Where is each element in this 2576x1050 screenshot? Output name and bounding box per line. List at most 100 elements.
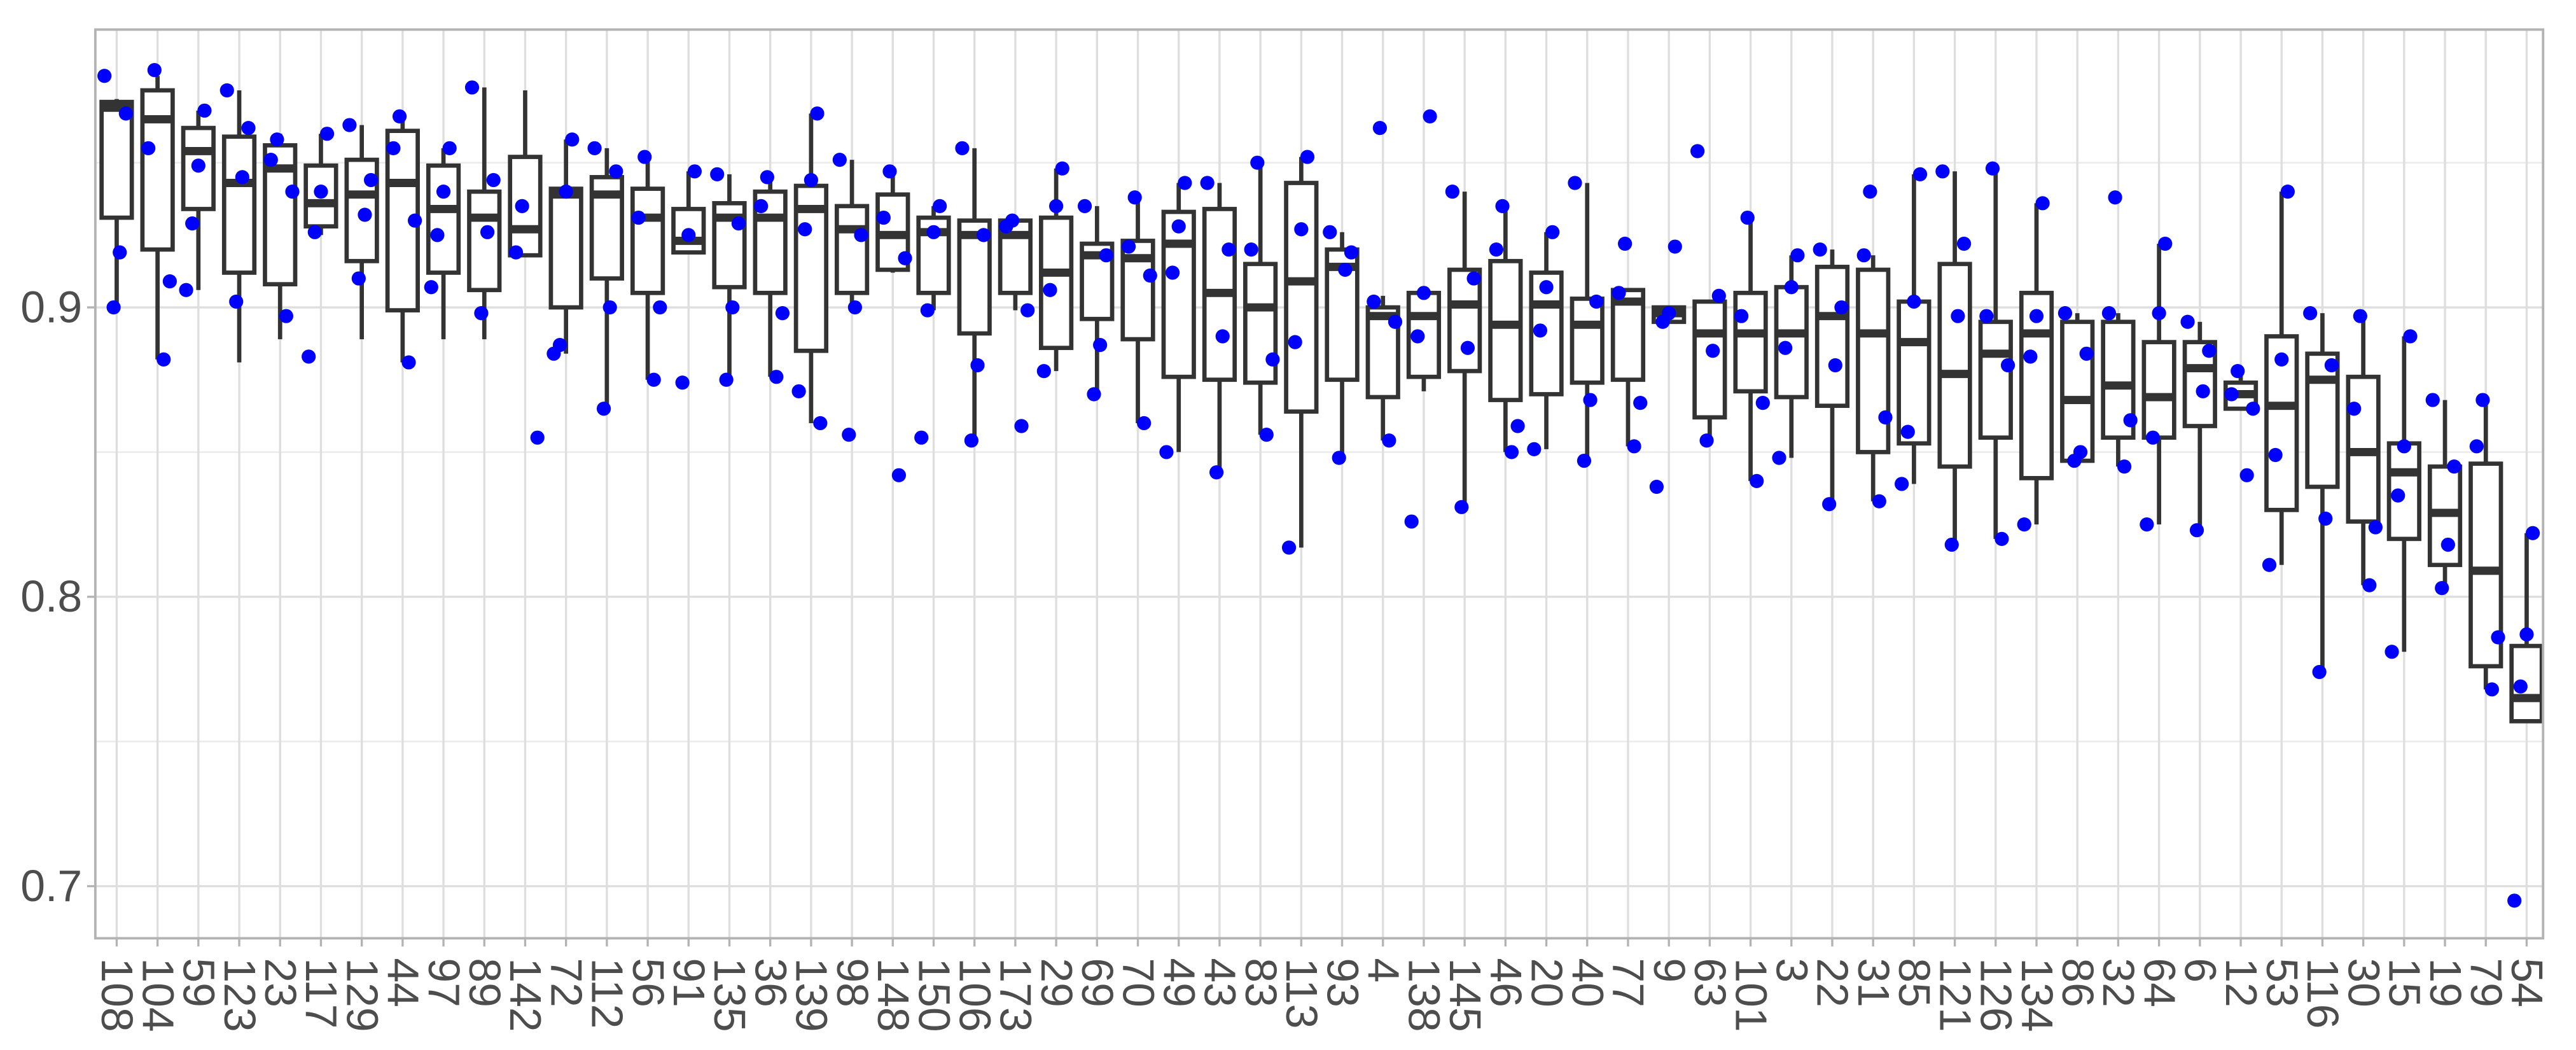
point [1995, 531, 2009, 546]
point [1099, 248, 1113, 263]
point [1813, 242, 1827, 257]
point [2067, 453, 2082, 468]
x-tick-label: 83 [1236, 958, 1286, 1007]
point [1300, 150, 1315, 164]
point [358, 207, 372, 222]
box [2305, 351, 2340, 489]
point [1055, 161, 1069, 176]
point [2224, 387, 2239, 402]
point [314, 185, 328, 199]
x-tick-label: 108 [92, 958, 142, 1032]
point [1200, 176, 1215, 190]
x-tick-label: 19 [2421, 958, 2470, 1007]
point [2123, 413, 2138, 428]
x-tick-label: 70 [1113, 958, 1163, 1007]
point [1382, 433, 1396, 448]
point [2145, 430, 2161, 445]
point [1159, 445, 1174, 459]
point [1372, 120, 1388, 136]
point [430, 228, 445, 242]
point [1036, 363, 1051, 379]
point [2108, 190, 2122, 205]
point [2397, 439, 2411, 454]
point [1740, 210, 1755, 225]
x-tick-label: 31 [1849, 958, 1898, 1007]
point [2140, 517, 2154, 532]
point [480, 225, 495, 239]
point [2023, 349, 2038, 364]
x-tick-label: 3 [1767, 958, 1817, 983]
point [1043, 283, 1057, 297]
point [2274, 352, 2289, 367]
point [810, 106, 825, 121]
point [1944, 537, 1959, 552]
point [515, 199, 529, 213]
x-tick-label: 32 [2094, 958, 2143, 1007]
point [1667, 239, 1682, 254]
point [1495, 199, 1510, 213]
point [1143, 268, 1157, 283]
x-tick-label: 89 [460, 958, 510, 1007]
x-tick-label: 12 [2217, 958, 2266, 1007]
point [754, 199, 769, 213]
point [2057, 306, 2073, 321]
point [2035, 196, 2050, 211]
point [2239, 468, 2254, 482]
x-tick-label: 138 [1400, 958, 1449, 1032]
point [2312, 664, 2327, 680]
point [1014, 419, 1029, 433]
point [1649, 479, 1664, 494]
point [1828, 358, 1842, 373]
box [630, 186, 665, 295]
x-tick-label: 145 [1440, 958, 1490, 1032]
point [1410, 329, 1425, 344]
box [2060, 319, 2095, 463]
x-tick-label: 77 [1604, 958, 1654, 1007]
point [1222, 242, 1236, 257]
point [1294, 222, 1309, 237]
point [1633, 396, 1648, 410]
point [508, 245, 524, 260]
x-tick-label: 59 [174, 958, 224, 1007]
box [793, 183, 828, 353]
point [1583, 393, 1598, 407]
point [1121, 239, 1136, 254]
box [1038, 215, 1074, 351]
point [813, 416, 828, 431]
x-tick-label: 126 [1972, 958, 2021, 1032]
point [2353, 309, 2367, 323]
point [2425, 393, 2440, 407]
point [2362, 578, 2377, 592]
x-tick-label: 98 [828, 958, 877, 1007]
point [2403, 329, 2418, 344]
point [637, 150, 652, 164]
box [548, 186, 583, 310]
point [401, 355, 416, 370]
point [1423, 109, 1437, 124]
point [1755, 396, 1770, 410]
x-tick-label: 23 [256, 958, 305, 1007]
point [1900, 424, 1915, 439]
point [2303, 306, 2318, 321]
point [1250, 155, 1265, 170]
point [1772, 451, 1786, 465]
point [2268, 447, 2283, 463]
point [1951, 309, 1965, 323]
x-tick-label: 44 [379, 958, 428, 1007]
point [1655, 314, 1670, 329]
point [1589, 294, 1604, 309]
point [847, 300, 863, 315]
x-tick-label: 30 [2339, 958, 2388, 1007]
box [1978, 319, 2013, 440]
point [970, 358, 985, 373]
x-tick-label: 4 [1359, 958, 1409, 983]
plot-border [94, 28, 2545, 940]
x-tick-label: 91 [664, 958, 714, 1007]
x-tick-label: 56 [623, 958, 673, 1007]
point [185, 216, 200, 231]
x-tick-label: 117 [296, 958, 346, 1028]
x-tick-label: 15 [2380, 958, 2430, 1007]
point [118, 106, 133, 121]
point [559, 185, 573, 199]
